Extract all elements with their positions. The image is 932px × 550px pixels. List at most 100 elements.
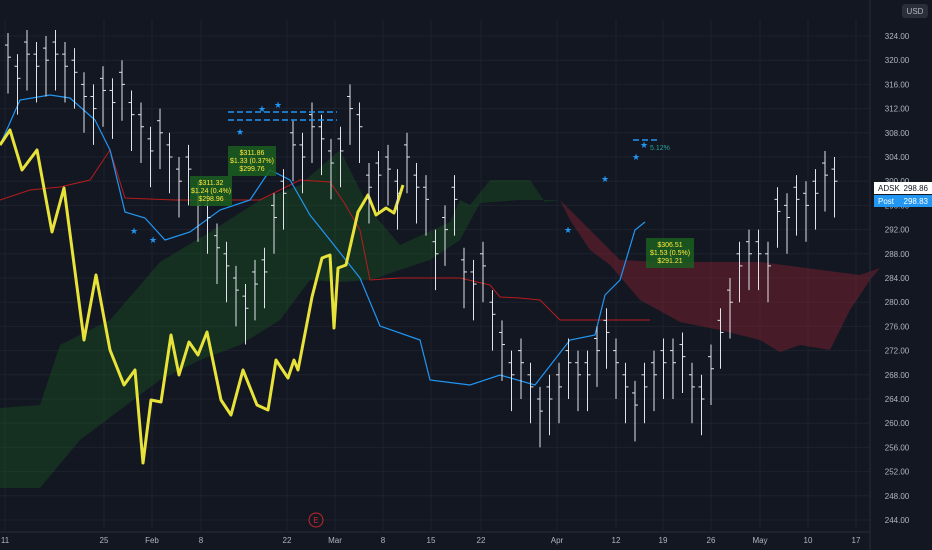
x-tick-label: May	[752, 536, 767, 545]
ohlc-bar	[518, 338, 524, 399]
price-target-label: $306.51$1.53 (0.5%)$291.21	[646, 238, 694, 268]
star-icon: ★	[601, 174, 609, 184]
ohlc-bar	[480, 241, 486, 303]
y-tick-label: 252.00	[885, 468, 910, 477]
annotations: ★★★★ ★★★★★$311.32$1.24 (0.4%)$298.96$311.…	[130, 100, 694, 268]
y-tick-label: 244.00	[885, 516, 910, 525]
ohlc-bar	[774, 187, 781, 248]
y-tick-label: 300.00	[885, 177, 910, 186]
annotation-text: $311.86	[240, 150, 265, 157]
ohlc-bar	[318, 114, 325, 176]
star-icon: ★	[632, 152, 640, 162]
currency-tag[interactable]: USD	[902, 4, 928, 18]
ohlc-bar	[252, 259, 258, 321]
indicator-lines	[0, 94, 650, 465]
ohlc-bar	[290, 120, 296, 182]
ohlc-bar	[166, 132, 173, 194]
annotation-text: $291.21	[657, 258, 682, 265]
ohlc-bar	[755, 229, 762, 291]
price-target-label: $311.32$1.24 (0.4%)$298.96	[190, 176, 232, 206]
ohlc-bar	[280, 169, 287, 230]
ohlc-bar	[413, 163, 420, 224]
ohlc-bar	[651, 350, 657, 412]
ohlc-bar	[394, 169, 401, 230]
ohlc-bar	[157, 108, 163, 170]
ohlc-bar	[328, 138, 334, 200]
x-tick-label: 26	[707, 536, 716, 545]
ohlc-bar	[537, 386, 543, 448]
y-tick-label: 304.00	[885, 153, 910, 162]
annotation-text: $1.33 (0.37%)	[230, 158, 274, 165]
ohlc-bar	[423, 175, 429, 236]
ohlc-bar	[708, 344, 714, 406]
ohlc-bar	[784, 193, 790, 254]
ohlc-bar	[508, 350, 515, 412]
y-tick-label: 288.00	[885, 250, 910, 259]
ohlc-bar	[109, 78, 116, 139]
ohlc-bar	[233, 265, 239, 327]
ohlc-bar	[793, 175, 800, 236]
ohlc-bar	[62, 42, 68, 103]
ohlc-bar	[622, 362, 629, 424]
ohlc-bar	[527, 362, 534, 424]
cloud-bullish	[0, 150, 560, 488]
ohlc-bar	[100, 66, 106, 127]
y-tick-label: 320.00	[885, 56, 910, 65]
star-icon: ★	[274, 100, 282, 110]
y-tick-label: 272.00	[885, 347, 910, 356]
ohlc-bar	[375, 150, 382, 212]
ohlc-bar	[271, 193, 277, 254]
ohlc-bar	[185, 144, 192, 206]
annotation-text: $311.32	[199, 180, 224, 187]
post-price-label: Post	[878, 197, 895, 206]
annotation-text: $298.96	[198, 196, 223, 203]
x-tick-label: 25	[100, 536, 109, 545]
ohlc-bar	[803, 181, 809, 242]
overlay-line	[0, 128, 405, 465]
star-icon: ★	[564, 225, 572, 235]
ohlc-bar	[347, 84, 353, 145]
ohlc-bar	[603, 308, 610, 369]
ohlc-bar	[14, 54, 21, 115]
star-icon: ★	[236, 127, 244, 137]
x-tick-label: Feb	[145, 536, 159, 545]
x-tick-label: 22	[283, 536, 292, 545]
annotation-text: $306.51	[657, 242, 682, 249]
ohlc-bar	[451, 175, 458, 236]
ohlc-bar	[299, 132, 306, 194]
x-tick-label: 12	[612, 536, 621, 545]
y-tick-label: 268.00	[885, 371, 910, 380]
ohlc-bar	[660, 338, 667, 399]
ohlc-bar	[489, 290, 496, 351]
ohlc-bar	[594, 326, 600, 387]
ohlc-bar	[575, 350, 581, 412]
percent-change-label: 5.12%	[650, 145, 670, 152]
ohlc-bar	[717, 308, 724, 369]
ohlc-bar	[442, 205, 448, 266]
earnings-marker[interactable]: E	[308, 512, 324, 528]
ohlc-bar	[356, 102, 363, 164]
ohlc-bar	[584, 350, 591, 412]
ohlc-bar	[727, 278, 733, 339]
star-icon: ★	[640, 140, 648, 150]
y-tick-label: 264.00	[885, 395, 910, 404]
ohlc-bar	[689, 362, 695, 424]
ohlc-bar	[679, 332, 686, 393]
ohlc-bar	[404, 132, 410, 194]
ohlc-bar	[261, 247, 268, 309]
x-tick-label: Apr	[551, 536, 564, 545]
y-tick-label: 276.00	[885, 322, 910, 331]
price-bars	[5, 29, 838, 448]
ohlc-bar	[147, 126, 154, 188]
ohlc-bar	[52, 29, 59, 91]
ohlc-bar	[71, 48, 78, 109]
y-tick-label: 324.00	[885, 32, 910, 41]
ohlc-bar	[546, 374, 553, 436]
ohlc-bar	[641, 362, 648, 424]
y-tick-label: 308.00	[885, 129, 910, 138]
y-tick-label: 256.00	[885, 443, 910, 452]
post-price-tag: Post 298.83	[874, 195, 932, 207]
ohlc-bar	[128, 90, 135, 151]
ohlc-bar	[765, 241, 771, 303]
